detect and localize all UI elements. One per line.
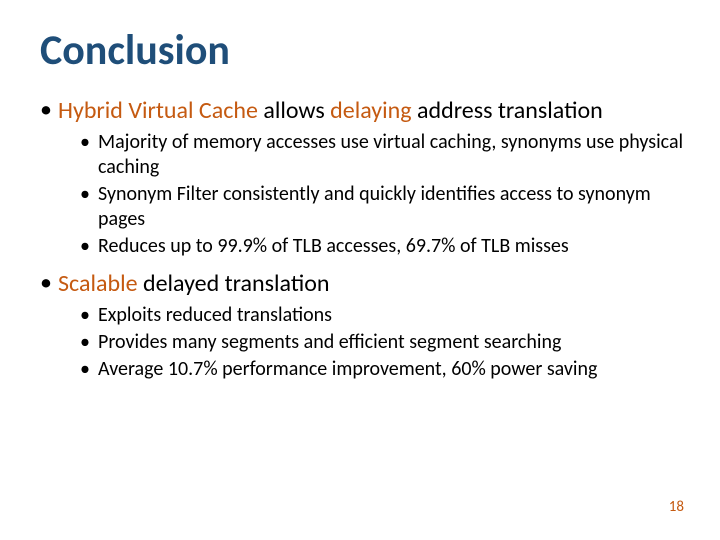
text-run: allows: [258, 96, 330, 125]
bullet-l2: Exploits reduced translations: [80, 303, 684, 328]
bullet-l2-text: Majority of memory accesses use virtual …: [98, 130, 683, 179]
bullet-l1: Hybrid Virtual Cache allows delaying add…: [36, 96, 684, 259]
text-run: delaying: [330, 96, 411, 125]
bullet-l2-text: Provides many segments and efficient seg…: [98, 330, 561, 354]
bullet-l2: Provides many segments and efficient seg…: [80, 330, 684, 355]
bullet-l1: Scalable delayed translation Exploits re…: [36, 269, 684, 382]
sub-bullet-list: Majority of memory accesses use virtual …: [58, 130, 684, 259]
bullet-l2: Average 10.7% performance improvement, 6…: [80, 357, 684, 382]
slide: Conclusion Hybrid Virtual Cache allows d…: [0, 0, 720, 540]
text-run: Scalable: [58, 269, 138, 298]
slide-title: Conclusion: [40, 28, 684, 74]
bullet-l2-text: Reduces up to 99.9% of TLB accesses, 69.…: [98, 234, 569, 258]
text-run: Hybrid Virtual Cache: [58, 96, 258, 125]
bullet-l2: Synonym Filter consistently and quickly …: [80, 182, 684, 232]
bullet-l2-text: Average 10.7% performance improvement, 6…: [98, 357, 597, 381]
text-run: delayed translation: [138, 269, 330, 298]
bullet-l2-text: Synonym Filter consistently and quickly …: [98, 182, 651, 231]
bullet-l1-text: Scalable delayed translation: [58, 269, 329, 298]
text-run: address translation: [412, 96, 603, 125]
bullet-l2: Reduces up to 99.9% of TLB accesses, 69.…: [80, 234, 684, 259]
sub-bullet-list: Exploits reduced translations Provides m…: [58, 303, 684, 382]
bullet-l2: Majority of memory accesses use virtual …: [80, 130, 684, 180]
bullet-l1-text: Hybrid Virtual Cache allows delaying add…: [58, 96, 603, 125]
bullet-l2-text: Exploits reduced translations: [98, 303, 332, 327]
bullet-list: Hybrid Virtual Cache allows delaying add…: [36, 96, 684, 382]
page-number: 18: [669, 498, 684, 516]
